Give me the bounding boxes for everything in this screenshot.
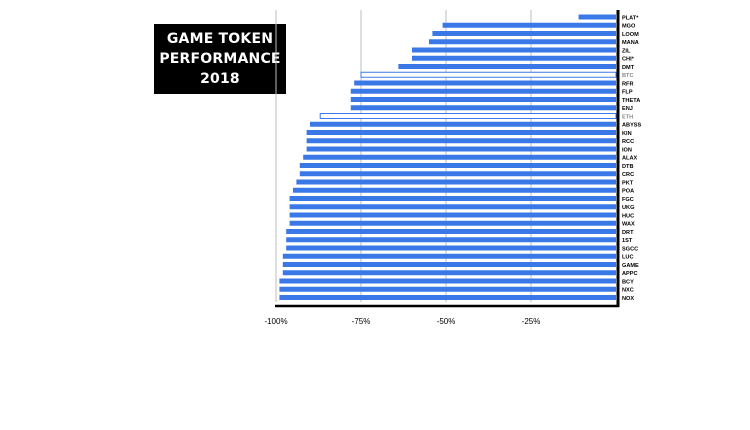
bar-loom: [432, 31, 616, 36]
category-label: PLAT*: [622, 15, 639, 21]
bar-mgo: [442, 22, 616, 28]
category-label: ALAX: [622, 156, 637, 162]
title-line-1: GAME TOKEN: [166, 31, 274, 47]
category-label: ENJ: [622, 106, 633, 112]
x-tick-label: -100%: [264, 317, 287, 326]
category-label: ETH: [622, 114, 633, 120]
bar-enj: [350, 105, 616, 111]
title-line-3: 2018: [200, 71, 240, 87]
category-label: BTC: [622, 73, 634, 79]
bar-pkt: [296, 179, 616, 185]
bar-dtb: [299, 163, 616, 168]
bar-wax: [289, 220, 616, 226]
category-label: NOX: [622, 296, 634, 302]
category-label: CRC: [622, 172, 634, 178]
x-tick-label: -25%: [522, 317, 541, 326]
category-label: KIN: [622, 131, 632, 137]
bar-kin: [306, 130, 616, 135]
category-label: MANA: [622, 40, 639, 46]
category-label: HUC: [622, 213, 634, 219]
bar-theta: [350, 97, 616, 102]
bar-1st: [286, 237, 616, 243]
category-label: SGCC: [622, 246, 638, 252]
category-label: NXC: [622, 288, 634, 294]
category-label: BCY: [622, 279, 634, 285]
bar-chi: [412, 55, 616, 61]
category-label: APPC: [622, 271, 638, 277]
category-label: RFR: [622, 81, 634, 87]
chart-title-box: GAME TOKEN PERFORMANCE 2018: [154, 24, 286, 94]
bar-fgc: [289, 196, 616, 201]
category-label: FLP: [622, 90, 633, 96]
bar-zil: [412, 47, 616, 53]
bar-alax: [303, 154, 616, 160]
bar-ukg: [289, 204, 616, 210]
bar-dmt: [398, 64, 616, 69]
bar-poa: [293, 187, 616, 193]
bar-rfr: [354, 80, 616, 86]
category-label: 1ST: [622, 238, 633, 244]
bar-bcy: [279, 278, 616, 284]
category-label: LUC: [622, 255, 634, 261]
x-tick-label: -75%: [352, 317, 371, 326]
category-label: FGC: [622, 197, 634, 203]
category-label: CHI*: [622, 57, 635, 63]
bar-mana: [429, 39, 616, 45]
bar-flp: [350, 88, 616, 94]
category-label: MGO: [622, 24, 636, 30]
bar-drt: [286, 229, 616, 234]
category-label: PKT: [622, 180, 634, 186]
bar-ion: [306, 146, 616, 152]
bar-eth: [319, 113, 617, 119]
category-label: ZIL: [622, 48, 631, 54]
category-label: WAX: [622, 222, 635, 228]
bar-plat: [578, 14, 616, 20]
bar-luc: [282, 253, 616, 259]
category-label: THETA: [622, 98, 640, 104]
category-label: DTB: [622, 164, 634, 170]
x-tick-label: -50%: [437, 317, 456, 326]
category-label: UKG: [622, 205, 634, 211]
bar-appc: [282, 270, 616, 276]
category-label: LOOM: [622, 32, 639, 38]
category-label: POA: [622, 189, 634, 195]
category-label: GAME: [622, 263, 639, 269]
bar-rcc: [306, 138, 616, 144]
bar-game: [282, 262, 616, 267]
bar-nxc: [279, 286, 616, 292]
category-label: RCC: [622, 139, 634, 145]
bar-huc: [289, 212, 616, 218]
bar-nox: [279, 295, 616, 300]
category-label: ABYSS: [622, 123, 642, 129]
bar-sgcc: [286, 245, 616, 251]
bar-btc: [360, 71, 617, 78]
bar-abyss: [310, 121, 616, 127]
category-label: DRT: [622, 230, 634, 236]
title-line-2: PERFORMANCE: [159, 51, 281, 67]
bar-crc: [299, 171, 616, 177]
category-label: DMT: [622, 65, 635, 71]
category-label: ION: [622, 147, 632, 153]
